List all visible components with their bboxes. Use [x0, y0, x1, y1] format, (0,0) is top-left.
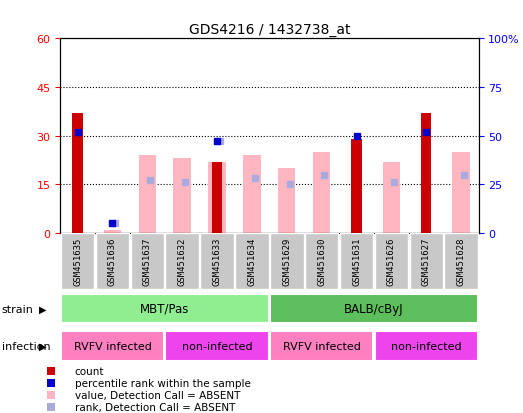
- Text: value, Detection Call = ABSENT: value, Detection Call = ABSENT: [75, 390, 240, 400]
- FancyBboxPatch shape: [96, 233, 129, 289]
- FancyBboxPatch shape: [165, 331, 269, 361]
- Bar: [72, 114, 83, 233]
- Text: ▶: ▶: [39, 304, 47, 314]
- Text: non-infected: non-infected: [391, 341, 462, 351]
- Text: infection: infection: [2, 341, 50, 351]
- FancyBboxPatch shape: [165, 233, 199, 289]
- Text: strain: strain: [2, 304, 33, 314]
- FancyBboxPatch shape: [270, 233, 303, 289]
- FancyBboxPatch shape: [200, 233, 234, 289]
- Title: GDS4216 / 1432738_at: GDS4216 / 1432738_at: [189, 23, 350, 37]
- Text: GSM451635: GSM451635: [73, 237, 82, 285]
- FancyBboxPatch shape: [270, 294, 478, 324]
- FancyBboxPatch shape: [374, 233, 408, 289]
- Text: MBT/Pas: MBT/Pas: [140, 302, 189, 315]
- Text: ▶: ▶: [39, 341, 47, 351]
- Text: BALB/cByJ: BALB/cByJ: [344, 302, 404, 315]
- Text: GSM451630: GSM451630: [317, 237, 326, 285]
- FancyBboxPatch shape: [374, 331, 478, 361]
- FancyBboxPatch shape: [270, 331, 373, 361]
- Text: GSM451631: GSM451631: [352, 237, 361, 285]
- Text: RVFV infected: RVFV infected: [74, 341, 151, 351]
- Text: GSM451632: GSM451632: [178, 237, 187, 285]
- Bar: [278, 169, 295, 233]
- Bar: [174, 159, 191, 233]
- FancyBboxPatch shape: [61, 233, 94, 289]
- FancyBboxPatch shape: [340, 233, 373, 289]
- Text: non-infected: non-infected: [181, 341, 253, 351]
- Text: count: count: [75, 366, 104, 376]
- Bar: [212, 162, 222, 233]
- Text: GSM451628: GSM451628: [457, 237, 465, 285]
- Text: GSM451626: GSM451626: [387, 237, 396, 285]
- FancyBboxPatch shape: [410, 233, 443, 289]
- Bar: [139, 156, 156, 233]
- FancyBboxPatch shape: [61, 331, 164, 361]
- Text: GSM451629: GSM451629: [282, 237, 291, 285]
- Text: GSM451633: GSM451633: [212, 237, 222, 285]
- Bar: [243, 156, 260, 233]
- FancyBboxPatch shape: [305, 233, 338, 289]
- Bar: [208, 162, 226, 233]
- FancyBboxPatch shape: [235, 233, 269, 289]
- Bar: [383, 162, 400, 233]
- Text: RVFV infected: RVFV infected: [283, 341, 360, 351]
- Text: GSM451627: GSM451627: [422, 237, 431, 285]
- Text: GSM451637: GSM451637: [143, 237, 152, 285]
- Bar: [104, 230, 121, 233]
- Bar: [421, 114, 431, 233]
- Bar: [351, 140, 362, 233]
- Text: rank, Detection Call = ABSENT: rank, Detection Call = ABSENT: [75, 402, 235, 412]
- Bar: [313, 152, 331, 233]
- FancyBboxPatch shape: [61, 294, 269, 324]
- Text: GSM451636: GSM451636: [108, 237, 117, 285]
- FancyBboxPatch shape: [131, 233, 164, 289]
- Bar: [452, 152, 470, 233]
- FancyBboxPatch shape: [445, 233, 478, 289]
- Text: GSM451634: GSM451634: [247, 237, 256, 285]
- Text: percentile rank within the sample: percentile rank within the sample: [75, 378, 251, 388]
